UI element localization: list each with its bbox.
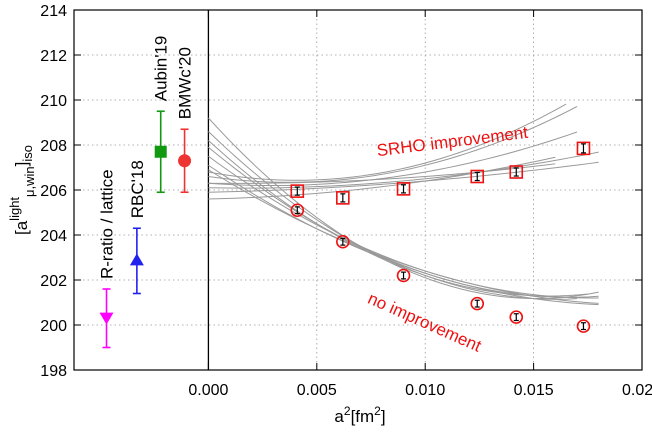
y-tick-label: 214 <box>40 3 67 20</box>
point-marker-srho <box>576 141 591 156</box>
point-marker-no-improvement <box>509 310 524 324</box>
ref-label: R-ratio / lattice <box>98 169 117 279</box>
y-tick-label: 204 <box>40 228 67 245</box>
point-marker-no-improvement <box>290 203 305 218</box>
ref-label: Aubin'19 <box>152 36 171 102</box>
point-marker-no-improvement <box>470 296 485 311</box>
fit-curves <box>208 103 599 306</box>
data-series <box>290 141 591 333</box>
x-tick-label: 0.000 <box>188 382 228 399</box>
x-tick-label: 0.010 <box>405 382 445 399</box>
fit-curve-no-improvement <box>208 140 588 297</box>
fit-curve-srho <box>208 103 567 181</box>
y-axis-label: [alightμ,win]iso <box>7 145 37 235</box>
fit-curve-no-improvement <box>208 131 577 300</box>
y-tick-label: 212 <box>40 48 67 65</box>
point-marker-srho <box>336 191 350 205</box>
fit-curve-no-improvement <box>208 155 599 299</box>
y-tick-label: 198 <box>40 363 67 380</box>
ref-marker <box>129 253 144 266</box>
point-marker-srho <box>509 165 524 179</box>
point-marker-no-improvement <box>396 268 411 283</box>
ref-label: BMWc'20 <box>176 47 195 119</box>
point-marker-srho <box>396 182 411 196</box>
point-marker-no-improvement <box>336 234 350 249</box>
fit-curve-srho <box>208 106 578 183</box>
y-tick-label: 210 <box>40 93 67 110</box>
ref-marker <box>154 145 167 158</box>
x-tick-label: 0.015 <box>514 382 554 399</box>
ref-marker <box>99 312 114 325</box>
fit-curve-srho <box>208 156 556 200</box>
y-tick-label: 200 <box>40 318 67 335</box>
ref-label: RBC'18 <box>128 160 147 218</box>
y-tick-label: 202 <box>40 273 67 290</box>
tick-labels: 198 200 202 204 206 208 210 212 214 0.000 0.005 0.0… <box>40 3 652 399</box>
reference-points: R-ratio / lattice RBC'18 Aubin'19 BMWc'20 <box>98 36 195 349</box>
y-tick-label: 206 <box>40 183 67 200</box>
point-marker-srho <box>470 169 485 184</box>
plot-frame <box>73 9 643 371</box>
x-tick-label: 0.020 <box>622 382 652 399</box>
x-tick-label: 0.005 <box>297 382 337 399</box>
y-tick-label: 208 <box>40 138 67 155</box>
point-marker-no-improvement <box>576 319 591 333</box>
ref-marker <box>178 154 192 168</box>
point-marker-srho <box>290 184 305 198</box>
x-axis-label: a2[fm2] <box>334 404 385 426</box>
annotation-label: no improvement <box>365 289 484 356</box>
